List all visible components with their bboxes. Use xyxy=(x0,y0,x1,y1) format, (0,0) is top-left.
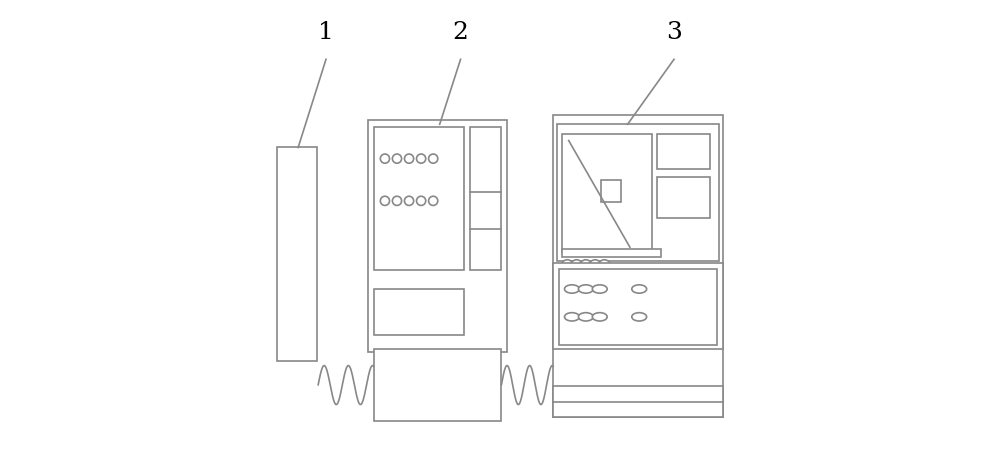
Bar xyxy=(557,125,719,262)
Circle shape xyxy=(417,197,426,206)
Bar xyxy=(374,350,501,421)
Bar xyxy=(368,120,507,352)
Ellipse shape xyxy=(632,313,647,321)
Polygon shape xyxy=(559,269,717,345)
Circle shape xyxy=(598,260,610,272)
Circle shape xyxy=(392,197,402,206)
Bar xyxy=(553,116,723,417)
Bar xyxy=(657,135,710,169)
Text: 2: 2 xyxy=(453,21,468,44)
Circle shape xyxy=(417,155,426,164)
Circle shape xyxy=(404,155,414,164)
Ellipse shape xyxy=(578,285,593,294)
Bar xyxy=(553,387,723,417)
Ellipse shape xyxy=(632,285,647,294)
Circle shape xyxy=(380,155,390,164)
Circle shape xyxy=(589,260,601,272)
Bar xyxy=(470,127,501,271)
Ellipse shape xyxy=(592,285,607,294)
Bar xyxy=(562,249,661,257)
Circle shape xyxy=(380,197,390,206)
Ellipse shape xyxy=(578,313,593,321)
Circle shape xyxy=(580,260,592,272)
Bar xyxy=(657,177,710,219)
Bar xyxy=(374,289,464,336)
Circle shape xyxy=(571,260,583,272)
Polygon shape xyxy=(553,264,723,350)
Circle shape xyxy=(429,197,438,206)
Circle shape xyxy=(392,155,402,164)
Circle shape xyxy=(404,197,414,206)
Ellipse shape xyxy=(592,313,607,321)
Bar xyxy=(562,134,652,252)
Bar xyxy=(601,181,621,203)
Text: 3: 3 xyxy=(666,21,682,44)
Bar xyxy=(277,148,317,361)
Ellipse shape xyxy=(564,285,579,294)
Text: 1: 1 xyxy=(318,21,334,44)
Circle shape xyxy=(429,155,438,164)
Bar xyxy=(374,127,464,271)
Ellipse shape xyxy=(564,313,579,321)
Circle shape xyxy=(561,260,573,272)
